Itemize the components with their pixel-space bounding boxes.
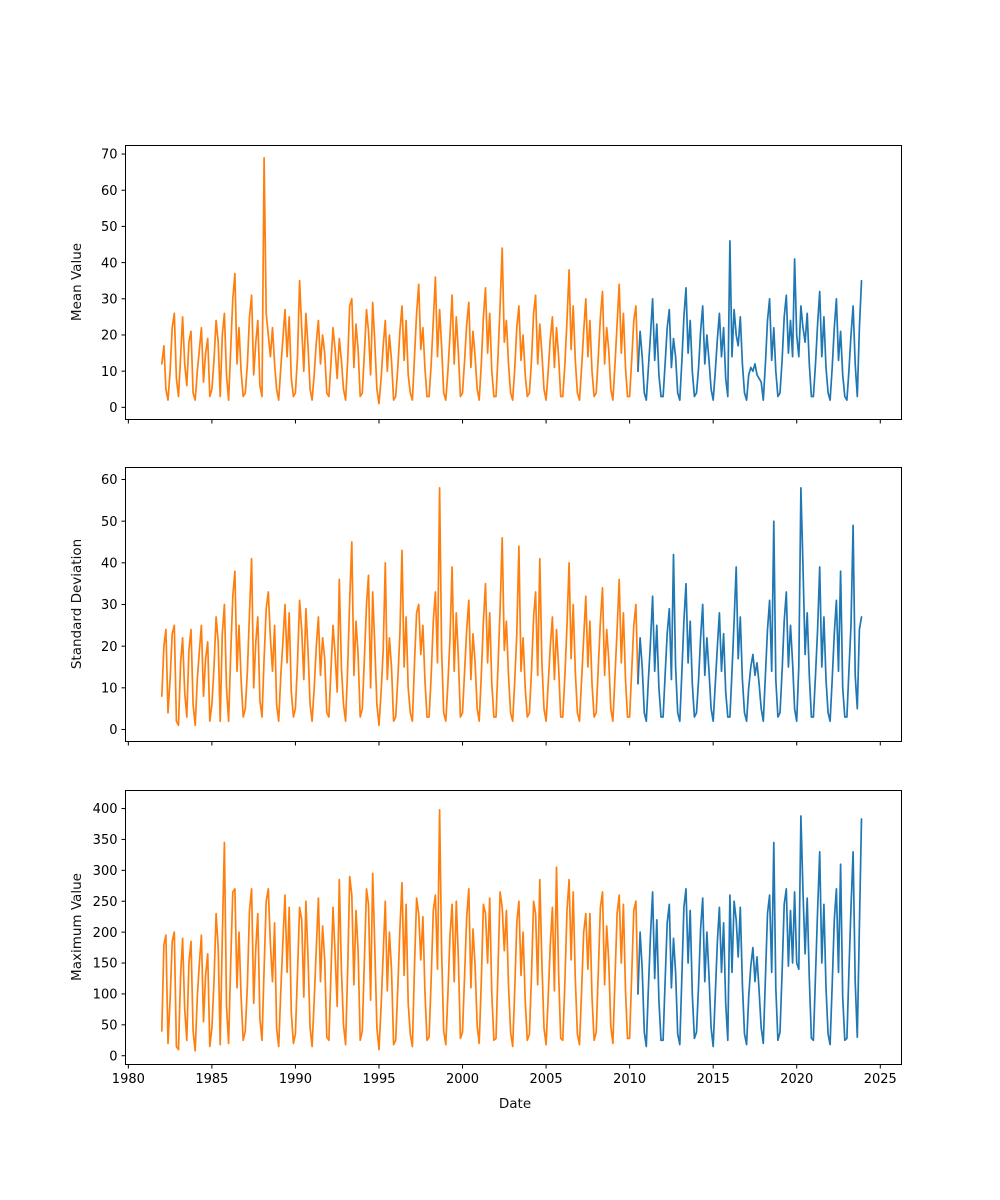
y-tick-label: 0 <box>109 401 117 416</box>
x-tick-label: 1980 <box>112 1072 145 1087</box>
standard-deviation-plot-area: 0 10 20 30 40 50 60 <box>101 467 902 746</box>
y-tick-label: 10 <box>101 682 118 697</box>
y-tick-label: 300 <box>93 864 118 879</box>
x-tick-label: 1990 <box>279 1072 312 1087</box>
y-tick-label: 150 <box>93 957 118 972</box>
axes-frame <box>125 467 902 742</box>
y-tick-label: 50 <box>101 515 118 530</box>
y-tick-label: 30 <box>101 598 118 613</box>
series-line-before <box>160 156 639 405</box>
x-tick-label: 1985 <box>195 1072 228 1087</box>
x-tick-label: 2010 <box>613 1072 646 1087</box>
y-tick-label: 0 <box>109 723 117 738</box>
y-tick-label: 350 <box>93 833 118 848</box>
y-tick-label: 40 <box>101 256 118 271</box>
y-axis-label-standard-deviation: Standard Deviation <box>69 538 85 670</box>
x-tick-label: 2000 <box>446 1072 479 1087</box>
axes-frame <box>125 145 902 420</box>
x-tick-label: 2020 <box>780 1072 813 1087</box>
y-tick-label: 250 <box>93 895 118 910</box>
y-tick-label: 50 <box>101 220 118 235</box>
y-tick-label: 60 <box>101 473 118 488</box>
y-tick-label: 400 <box>93 802 118 817</box>
x-tick-label: 1995 <box>362 1072 395 1087</box>
y-tick-label: 70 <box>101 148 118 163</box>
x-tick-label: 2015 <box>697 1072 730 1087</box>
mean-value-plot-area: 0 10 20 30 40 50 60 70 <box>101 145 902 424</box>
y-axis-label-mean-value: Mean Value <box>69 242 85 322</box>
y-tick-label: 20 <box>101 640 118 655</box>
series-line-after <box>637 815 863 1048</box>
y-tick-label: 30 <box>101 292 118 307</box>
series-line-after <box>637 240 863 401</box>
y-tick-label: 20 <box>101 329 118 344</box>
y-tick-label: 0 <box>109 1049 117 1064</box>
x-tick-label: 2025 <box>864 1072 897 1087</box>
y-tick-label: 200 <box>93 926 118 941</box>
x-axis-label-date: Date <box>498 1096 532 1112</box>
y-tick-label: 100 <box>93 988 118 1003</box>
series-line-before <box>160 808 639 1052</box>
y-axis-label-maximum-value: Maximum Value <box>69 873 85 981</box>
x-tick-label: 2005 <box>530 1072 563 1087</box>
series-line-after <box>637 486 863 723</box>
y-tick-label: 50 <box>101 1019 118 1034</box>
maximum-value-plot-area: 0 50 100 150 200 250 300 350 400 1980 1985 1990 1995… <box>93 790 902 1087</box>
y-tick-label: 40 <box>101 557 118 572</box>
y-tick-label: 10 <box>101 365 118 380</box>
y-tick-label: 60 <box>101 184 118 199</box>
series-line-before <box>160 486 639 727</box>
axes-frame <box>125 790 902 1065</box>
